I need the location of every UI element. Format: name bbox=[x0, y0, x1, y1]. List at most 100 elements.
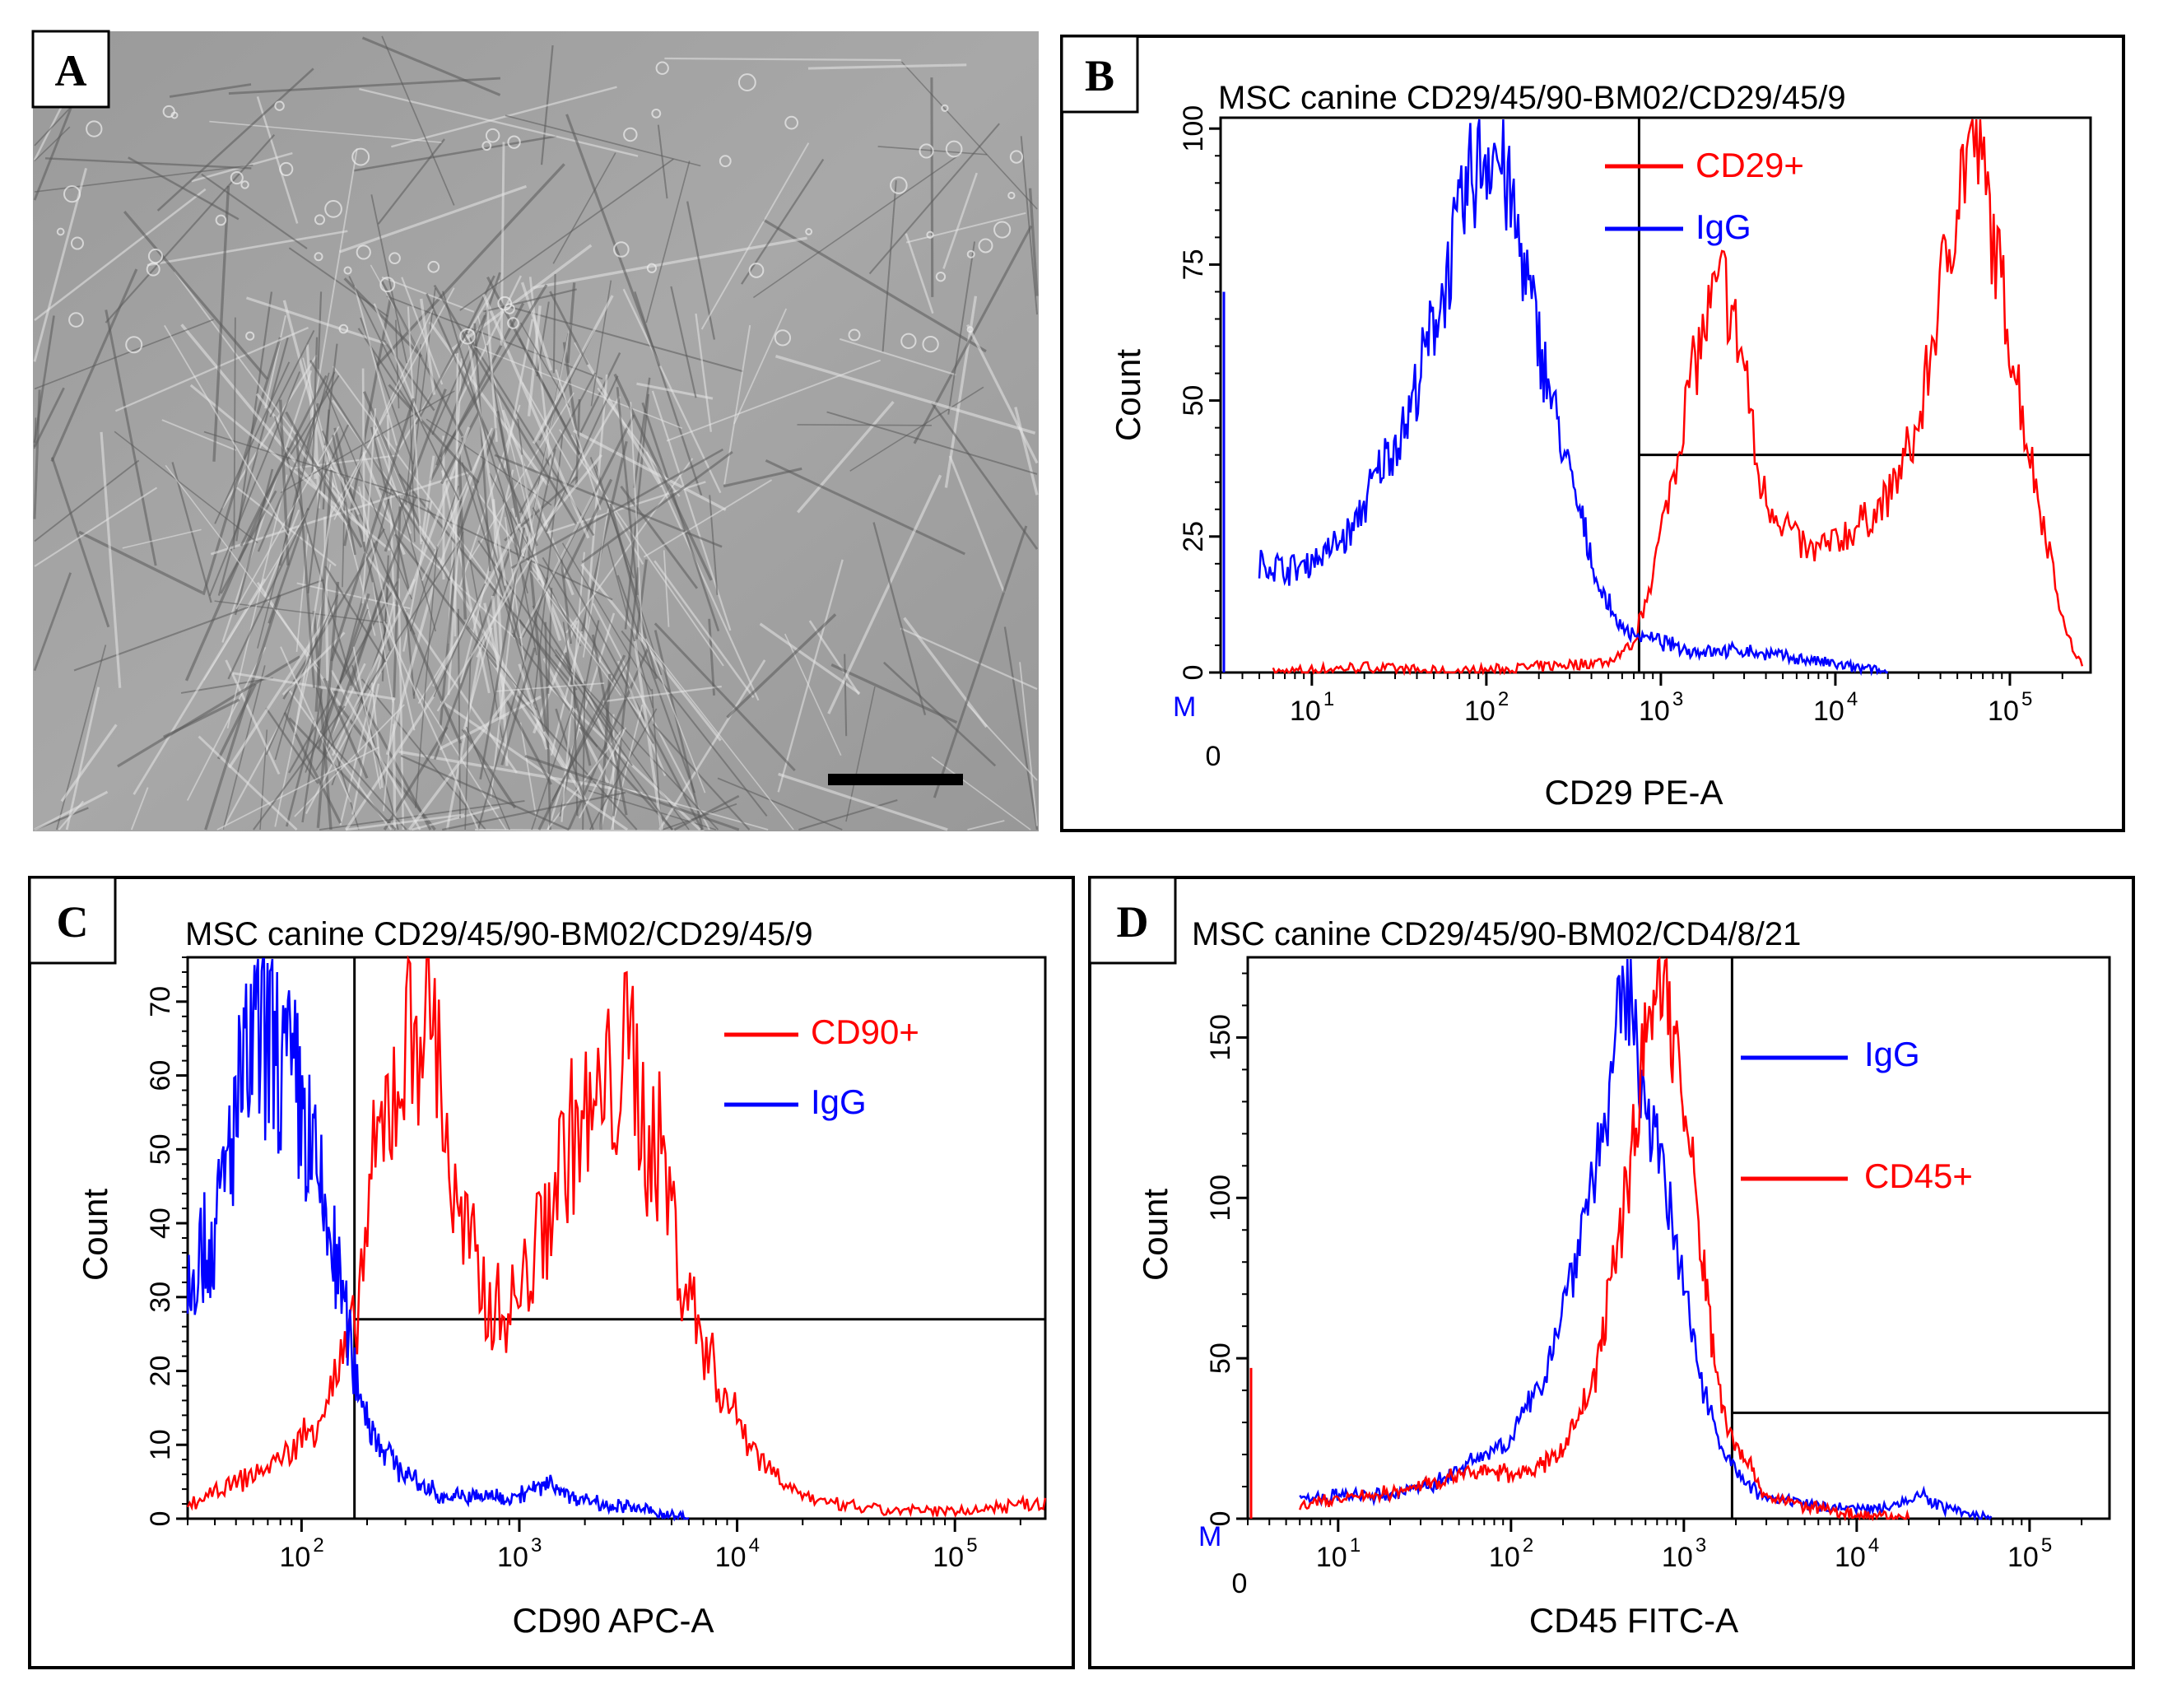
cell-fiber bbox=[330, 398, 416, 662]
y-tick-label: 75 bbox=[1178, 249, 1209, 280]
cell-fiber bbox=[117, 655, 301, 768]
cell-fiber bbox=[288, 717, 397, 831]
cell-debris bbox=[945, 140, 963, 158]
cell-fiber bbox=[441, 470, 491, 694]
cell-fiber bbox=[670, 286, 697, 398]
y-tick-label: 50 bbox=[145, 1133, 176, 1165]
x-tick-label: 10 bbox=[1662, 1542, 1693, 1573]
y-tick-label: 20 bbox=[145, 1356, 176, 1387]
cell-debris bbox=[748, 263, 765, 278]
cell-fiber bbox=[100, 431, 122, 688]
cell-debris bbox=[774, 329, 792, 347]
cell-fiber bbox=[235, 426, 340, 610]
x-tick-exponent: 2 bbox=[1498, 688, 1509, 710]
cell-debris bbox=[848, 328, 861, 342]
cell-debris bbox=[805, 228, 813, 235]
cell-fiber bbox=[208, 371, 301, 597]
cell-fiber bbox=[398, 495, 437, 632]
cell-debris bbox=[613, 241, 630, 258]
cell-fiber bbox=[589, 457, 635, 579]
cell-debris bbox=[279, 161, 294, 177]
cell-fiber bbox=[1020, 136, 1038, 315]
y-tick-label: 70 bbox=[145, 986, 176, 1017]
cell-fiber bbox=[65, 686, 100, 831]
panel-a: A bbox=[31, 30, 1039, 833]
cell-fiber bbox=[123, 211, 269, 380]
x-tick-label: 10 bbox=[933, 1542, 964, 1573]
cell-debris bbox=[314, 214, 326, 226]
cell-fiber bbox=[351, 683, 380, 815]
panel-c-xticks: 10 2 10 3 10 4 10 5 bbox=[187, 1519, 1021, 1573]
cell-fiber bbox=[333, 427, 392, 651]
cell-fiber bbox=[612, 567, 640, 817]
cell-fiber bbox=[708, 618, 716, 696]
cell-fiber bbox=[285, 411, 363, 548]
cell-debris bbox=[230, 170, 244, 185]
cell-fiber bbox=[283, 712, 342, 824]
cell-fiber bbox=[695, 313, 713, 432]
panel-d-xticks: 10 1 10 2 10 3 10 4 10 5 bbox=[1247, 1519, 2083, 1573]
cell-debris bbox=[1009, 150, 1024, 164]
cell-fiber bbox=[164, 324, 289, 536]
cell-fiber bbox=[439, 284, 548, 458]
cell-fiber bbox=[726, 613, 837, 719]
panel-a-label: A bbox=[55, 46, 87, 95]
legend-d-igg: IgG bbox=[1864, 1035, 1920, 1073]
cell-fiber bbox=[282, 300, 336, 488]
cell-debris bbox=[646, 263, 658, 273]
cell-fiber bbox=[348, 276, 460, 501]
cell-fiber bbox=[578, 727, 627, 819]
cell-fiber bbox=[415, 546, 438, 808]
cell-fiber bbox=[333, 308, 434, 520]
cell-fiber bbox=[286, 719, 316, 827]
cell-fiber bbox=[521, 382, 574, 471]
cell-fiber bbox=[245, 296, 388, 346]
cell-fiber bbox=[566, 282, 576, 363]
cell-fiber bbox=[658, 659, 766, 831]
cell-fiber bbox=[278, 399, 290, 565]
panel-c-yticks: 0 10 20 30 40 50 60 70 bbox=[145, 956, 188, 1526]
y-tick-label: 0 bbox=[1178, 665, 1209, 681]
cell-fiber bbox=[345, 688, 440, 831]
x-tick-label: 10 bbox=[1639, 696, 1670, 727]
cell-fiber bbox=[590, 280, 612, 407]
cell-fiber bbox=[315, 686, 360, 831]
cell-fiber bbox=[778, 772, 948, 831]
cell-fiber bbox=[502, 499, 528, 593]
cell-fiber bbox=[114, 326, 309, 412]
cell-fiber bbox=[436, 557, 533, 712]
cell-debris bbox=[274, 100, 285, 111]
cell-fiber bbox=[383, 696, 395, 812]
cell-debris bbox=[941, 104, 949, 113]
cell-fiber bbox=[542, 556, 654, 744]
cell-fiber bbox=[257, 371, 336, 552]
cell-fiber bbox=[597, 387, 681, 497]
cell-fiber bbox=[267, 508, 309, 624]
x-tick-exponent: 4 bbox=[749, 1534, 760, 1557]
cell-fiber bbox=[293, 505, 333, 735]
x-tick-label: 10 bbox=[497, 1542, 528, 1573]
cell-debris bbox=[485, 128, 500, 143]
cell-fiber bbox=[332, 435, 356, 556]
y-tick-label: 100 bbox=[1205, 1175, 1236, 1222]
cell-debris bbox=[504, 303, 515, 314]
cell-debris bbox=[1007, 191, 1016, 200]
cell-fiber bbox=[433, 284, 578, 525]
y-tick-label: 25 bbox=[1178, 521, 1209, 552]
cell-fiber bbox=[620, 486, 699, 589]
cell-fiber bbox=[881, 179, 897, 352]
cell-fiber bbox=[78, 530, 203, 594]
cell-fiber bbox=[504, 517, 526, 667]
cell-fiber bbox=[933, 525, 1028, 798]
cell-fiber bbox=[723, 324, 751, 485]
cell-fiber bbox=[673, 794, 740, 831]
cell-fiber bbox=[228, 604, 337, 769]
x-tick-label: 10 bbox=[1835, 1542, 1866, 1573]
cell-fiber bbox=[549, 291, 589, 365]
cell-fiber bbox=[458, 454, 467, 620]
legend-d-cd45: CD45+ bbox=[1864, 1157, 1973, 1195]
x-tick-label: 10 bbox=[1316, 1542, 1347, 1573]
y-tick-label: 10 bbox=[145, 1429, 176, 1460]
legend-b-igg: IgG bbox=[1696, 207, 1751, 246]
cell-fiber bbox=[465, 726, 510, 831]
